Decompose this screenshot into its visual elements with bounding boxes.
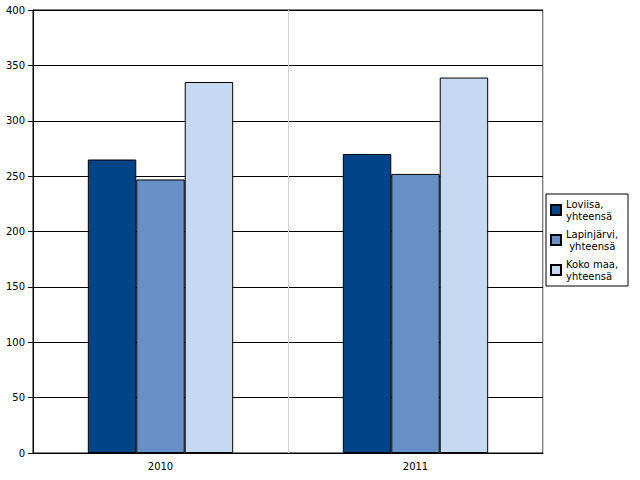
svg-text:Koko maa,: Koko maa, [566, 259, 621, 270]
svg-text:yhteensä: yhteensä [566, 271, 612, 282]
svg-text:0: 0 [19, 448, 25, 459]
svg-text:yhteensä: yhteensä [566, 241, 615, 252]
svg-text:400: 400 [6, 5, 25, 16]
svg-text:50: 50 [12, 392, 25, 403]
svg-text:300: 300 [6, 115, 25, 126]
svg-text:250: 250 [6, 171, 25, 182]
svg-text:Lapinjärvi,: Lapinjärvi, [566, 229, 618, 240]
svg-text:Loviisa,: Loviisa, [566, 199, 607, 210]
svg-text:2011: 2011 [403, 461, 428, 472]
svg-text:100: 100 [6, 337, 25, 348]
svg-text:350: 350 [6, 60, 25, 71]
svg-text:150: 150 [6, 281, 25, 292]
svg-text:yhteensä: yhteensä [566, 211, 612, 222]
svg-text:200: 200 [6, 226, 25, 237]
svg-text:2010: 2010 [148, 461, 173, 472]
